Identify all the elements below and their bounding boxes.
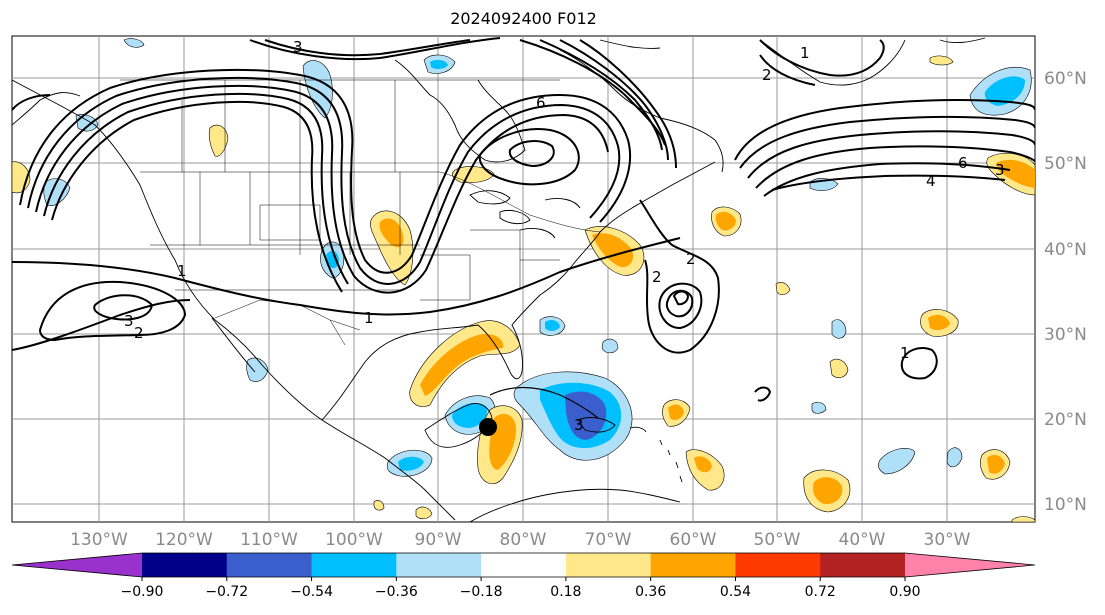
colorbar-swatch [735, 553, 821, 577]
contour-label: 6 [958, 154, 968, 172]
longitude-labels: 130°W 120°W 110°W 100°W 90°W 80°W 70°W 6… [70, 530, 971, 550]
lat-label: 40°N [1044, 240, 1087, 260]
lon-label: 110°W [240, 530, 298, 550]
contour-label: 2 [686, 250, 696, 268]
colorbar-swatch [311, 553, 397, 577]
colorbar: −0.90 −0.72 −0.54 −0.36 −0.18 0.18 0.36 0.54 0.7… [11, 552, 1036, 600]
colorbar-label: −0.18 [460, 584, 503, 600]
colorbar-swatch [12, 553, 142, 577]
colorbar-label: 0.18 [550, 584, 581, 600]
latitude-labels: 60°N 50°N 40°N 30°N 20°N 10°N [1044, 69, 1087, 515]
lon-label: 80°W [500, 530, 547, 550]
lon-label: 30°W [924, 530, 971, 550]
contour-label: 2 [762, 66, 772, 84]
map-title: 2024092400 F012 [450, 9, 597, 28]
colorbar-label: 0.90 [889, 584, 920, 600]
lon-label: 100°W [325, 530, 383, 550]
lat-label: 60°N [1044, 69, 1087, 89]
contour-label: 1 [177, 262, 187, 280]
colorbar-swatch [650, 553, 736, 577]
colorbar-swatch [820, 553, 906, 577]
colorbar-label: 0.72 [805, 584, 836, 600]
lon-label: 50°W [754, 530, 801, 550]
contour-label: 3 [995, 161, 1005, 179]
lat-label: 50°N [1044, 154, 1087, 174]
colorbar-swatch [565, 553, 652, 577]
colorbar-label: −0.72 [205, 584, 248, 600]
lat-label: 10°N [1044, 495, 1087, 515]
colorbar-label: −0.36 [375, 584, 418, 600]
colorbar-label: −0.90 [121, 584, 164, 600]
lon-label: 120°W [155, 530, 213, 550]
contour-label: 2 [134, 324, 144, 342]
contour-label: 1 [364, 309, 374, 327]
colorbar-swatch [142, 553, 228, 577]
colorbar-label: 0.36 [635, 584, 666, 600]
contour-label: 3 [124, 312, 134, 330]
storm-center-marker [479, 418, 497, 436]
contour-labels: 3 1 6 2 2 1 3 6 4 1 3 2 1 3 2 [124, 38, 1005, 434]
contour-label: 6 [536, 94, 546, 112]
colorbar-swatch [396, 553, 482, 577]
colorbar-label: −0.54 [290, 584, 333, 600]
lon-label: 70°W [585, 530, 632, 550]
contours [12, 37, 1035, 402]
lon-label: 90°W [415, 530, 462, 550]
lon-label: 40°W [839, 530, 886, 550]
colorbar-swatch [905, 553, 1035, 577]
colorbar-swatch [226, 553, 313, 577]
lat-label: 30°N [1044, 325, 1087, 345]
colorbar-label: 0.54 [720, 584, 751, 600]
contour-label: 2 [652, 268, 662, 286]
lon-label: 130°W [70, 530, 128, 550]
contour-label: 3 [293, 38, 303, 56]
contour-label: 4 [926, 172, 936, 190]
contour-label: 3 [574, 416, 584, 434]
contour-label: 1 [800, 44, 810, 62]
contour-label: 1 [900, 344, 910, 362]
lon-label: 60°W [670, 530, 717, 550]
shaded-field [12, 38, 1035, 522]
lat-label: 20°N [1044, 410, 1087, 430]
graticule [12, 36, 1035, 522]
colorbar-swatch [481, 553, 567, 577]
